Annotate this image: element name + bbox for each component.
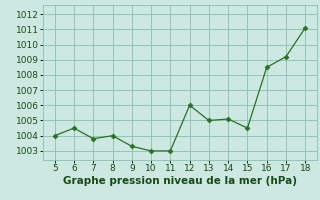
X-axis label: Graphe pression niveau de la mer (hPa): Graphe pression niveau de la mer (hPa) — [63, 176, 297, 186]
